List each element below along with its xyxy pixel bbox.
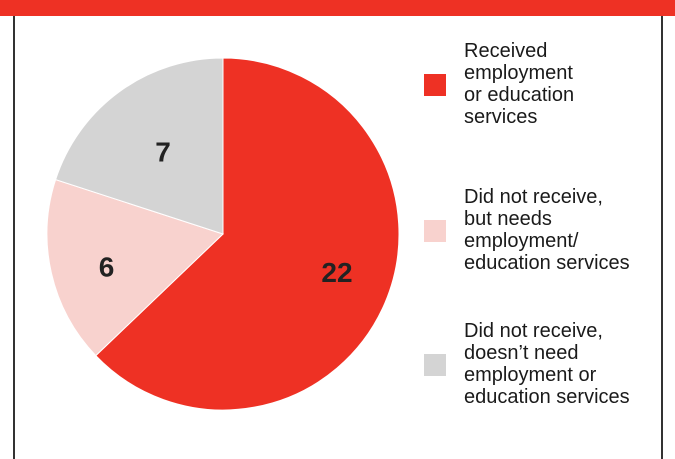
pie-label-received: 22 [321, 257, 352, 288]
legend-label-needs-services: Did not receive, but needs employment/ e… [464, 186, 630, 274]
pie-slice-doesnt-need-services [54, 57, 224, 235]
pie-label-needs-services: 6 [99, 251, 115, 282]
header-accent-bar [0, 0, 675, 16]
legend-label-doesnt-need-services: Did not receive, doesn’t need employment… [464, 320, 630, 408]
legend-swatch-received [424, 74, 446, 96]
legend-swatch-doesnt-need-services [424, 354, 446, 376]
pie-slice-received [95, 57, 400, 411]
frame-left-border [13, 16, 15, 459]
pie-label-doesnt-need-services: 7 [155, 136, 171, 167]
pie-slice-needs-services [46, 178, 224, 357]
legend-label-received: Received employment or education service… [464, 40, 575, 128]
legend-swatch-needs-services [424, 220, 446, 242]
frame-right-border [661, 16, 663, 459]
